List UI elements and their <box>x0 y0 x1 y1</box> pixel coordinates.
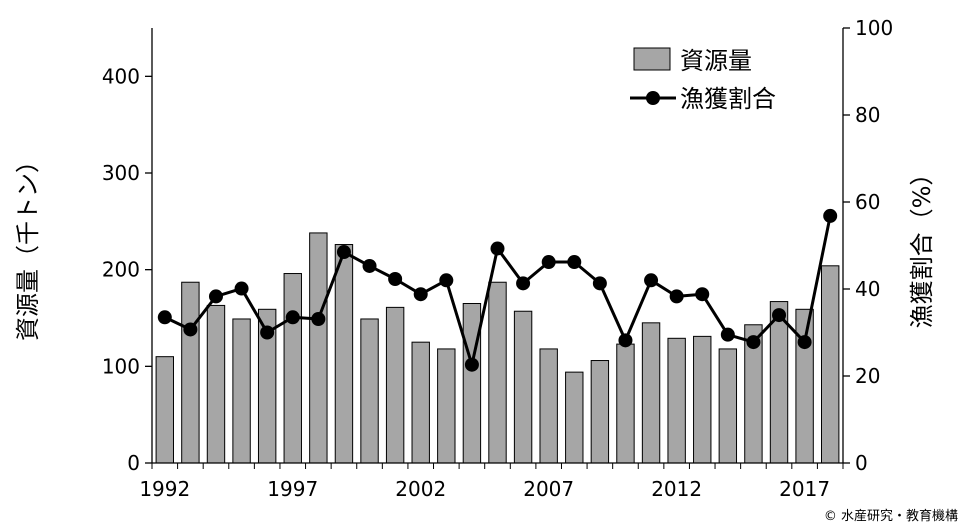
y-right-tick-label-20: 20 <box>855 364 880 388</box>
point-2005 <box>490 241 505 256</box>
bar-1997 <box>283 273 302 464</box>
bar-1993 <box>181 281 200 464</box>
bar-2003 <box>437 348 456 464</box>
bar-2014 <box>718 348 738 464</box>
y-left-tick-label-400: 400 <box>102 64 140 88</box>
point-1994 <box>208 289 223 304</box>
legend: 資源量 漁獲割合 <box>630 47 776 113</box>
point-1993 <box>183 322 198 337</box>
point-2010 <box>618 333 633 348</box>
y-left-tick-label-200: 200 <box>102 258 140 282</box>
point-1997 <box>285 310 300 325</box>
y-right-axis-title: 漁獲割合（%） <box>908 162 936 329</box>
bar-2010 <box>616 343 635 464</box>
x-tick-label-2012: 2012 <box>651 477 702 501</box>
point-1995 <box>234 281 249 296</box>
point-2000 <box>362 258 377 273</box>
y-right-tick-label-40: 40 <box>855 277 880 301</box>
point-2001 <box>388 272 403 286</box>
x-tick-label-1992: 1992 <box>139 477 190 501</box>
y-left-tick-label-100: 100 <box>102 354 140 378</box>
x-tick-label-1997: 1997 <box>267 477 318 501</box>
bar-1999 <box>334 244 354 464</box>
point-2002 <box>413 287 428 302</box>
bar-2004 <box>462 303 482 464</box>
bar-2005 <box>488 281 507 464</box>
x-tick-label-2017: 2017 <box>779 477 830 501</box>
bar-2009 <box>590 360 610 464</box>
point-2014 <box>720 327 735 342</box>
bar-1998 <box>309 232 328 464</box>
bar-1994 <box>206 304 226 464</box>
bar-2006 <box>513 310 533 464</box>
point-2004 <box>464 357 479 372</box>
y-right-tick-label-60: 60 <box>855 190 880 214</box>
y-left-axis-title: 資源量（千トン） <box>14 149 42 341</box>
bar-2007 <box>539 348 558 464</box>
point-2009 <box>592 276 607 291</box>
y-left-tick-label-300: 300 <box>102 161 140 185</box>
point-2017 <box>797 335 812 350</box>
bar-2018 <box>821 265 840 464</box>
point-2007 <box>541 255 556 270</box>
x-tick-label-2002: 2002 <box>395 477 446 501</box>
y-right-tick-label-100: 100 <box>855 16 893 40</box>
point-2008 <box>567 255 582 270</box>
bar-2001 <box>385 306 405 464</box>
y-right-tick-label-0: 0 <box>855 451 868 475</box>
point-1992 <box>157 310 172 325</box>
legend-bar-swatch <box>633 47 671 71</box>
legend-line-marker <box>646 91 660 105</box>
credit-text: © 水産研究・教育機構 <box>824 508 958 524</box>
bar-2008 <box>565 371 584 464</box>
point-2018 <box>823 208 838 223</box>
bar-1995 <box>232 318 251 464</box>
bar-2016 <box>769 301 789 464</box>
legend-bar-label: 資源量 <box>680 47 752 75</box>
axes-layer: 0 100 200 300 400 0 20 40 60 80 100 1992 1997 2002 200… <box>102 16 893 501</box>
y-right-tick-label-80: 80 <box>855 103 880 127</box>
bar-1992 <box>155 356 174 464</box>
bar-2000 <box>360 318 379 464</box>
bar-2017 <box>795 308 814 464</box>
point-1999 <box>336 245 351 260</box>
point-1998 <box>311 312 326 327</box>
point-2011 <box>644 273 659 288</box>
bar-2002 <box>411 341 430 464</box>
line-layer <box>157 208 838 372</box>
point-2016 <box>772 308 787 323</box>
point-2013 <box>695 287 710 302</box>
point-2003 <box>439 273 454 288</box>
bar-2012 <box>667 337 686 464</box>
legend-line-label: 漁獲割合 <box>680 85 776 113</box>
point-2006 <box>516 276 531 291</box>
bars-layer <box>155 232 840 464</box>
y-left-tick-label-0: 0 <box>127 451 140 475</box>
bar-2013 <box>693 335 712 464</box>
point-1996 <box>260 325 275 340</box>
point-2015 <box>746 335 761 350</box>
x-tick-label-2007: 2007 <box>523 477 574 501</box>
point-2012 <box>669 289 684 304</box>
bar-2011 <box>641 322 661 464</box>
